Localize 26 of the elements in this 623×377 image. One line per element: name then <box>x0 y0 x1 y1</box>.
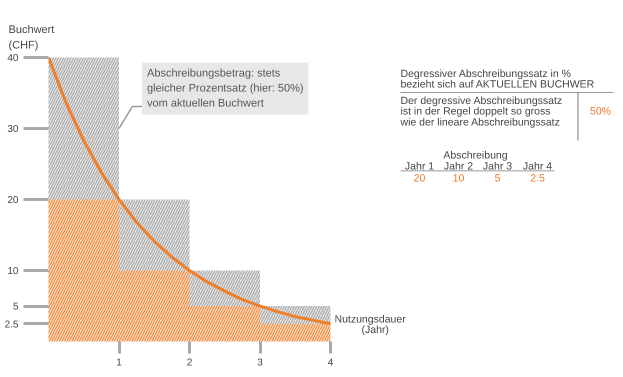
y-axis-title: Buchwert (CHF) <box>8 24 54 52</box>
text: Degressiver Abschreibungssatz in % bezieht sich auf AKTUELLEN BUCHWER <box>400 68 595 91</box>
line-series <box>48 58 330 326</box>
text: Der degressive Abschreibungssatz ist in der Regel doppelt so gross wie der lineare Abschreibungssatz <box>400 95 562 128</box>
text: Jahr 4 <box>522 160 552 173</box>
x-axis-title: Nutzungsdauer (Jahr) <box>334 314 406 336</box>
x-tick-label: 3 <box>257 358 264 368</box>
annotation: Abschreibungsbetrag: stets gleicher Prozentsatz (hier: 50%) vom aktuellen Buchwert <box>147 68 304 110</box>
y-tick-label: 20 <box>7 195 19 206</box>
text: 5 <box>494 172 501 185</box>
x-tick-label: 1 <box>116 358 122 368</box>
y-tick-label: 2.5 <box>4 319 19 330</box>
text: Abschreibung <box>443 149 508 162</box>
text: 50% <box>590 106 612 118</box>
y-tick-label: 10 <box>7 266 19 277</box>
text: 20 <box>414 172 426 185</box>
text: Jahr 3 <box>482 160 512 173</box>
x-tick-label: 2 <box>186 358 193 368</box>
x-tick-label: 4 <box>328 358 334 368</box>
y-tick-label: 30 <box>7 124 19 135</box>
text: Jahr 1 <box>404 160 434 173</box>
text: 10 <box>452 172 464 185</box>
text: 2.5 <box>530 172 545 185</box>
text: Jahr 2 <box>444 160 474 173</box>
y-tick-label: 5 <box>12 302 19 312</box>
y-tick-label: 40 <box>7 53 19 64</box>
